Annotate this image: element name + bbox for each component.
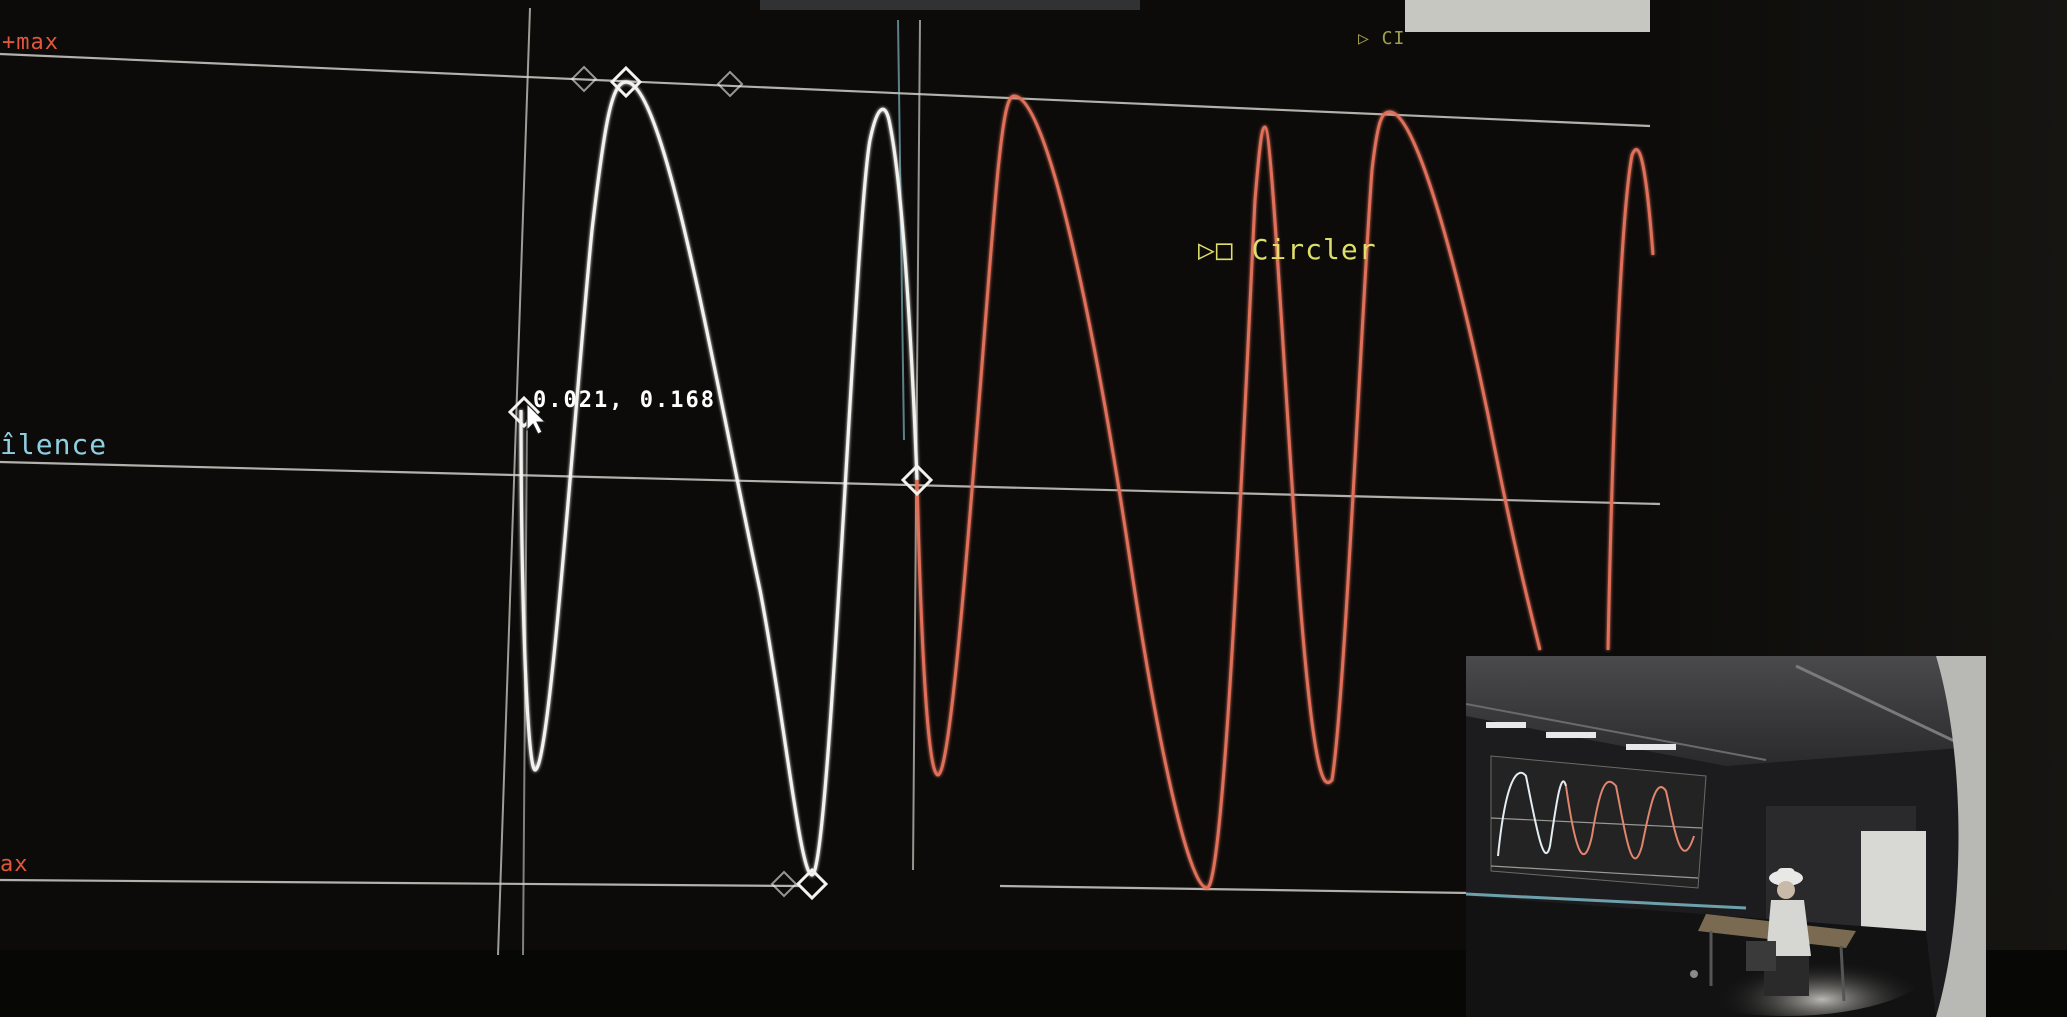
playhead-line — [897, 19, 905, 441]
silence-line — [0, 460, 1661, 506]
cursor-coordinates-readout: 0.021, 0.168 — [533, 388, 716, 413]
performer-scene — [1466, 656, 1986, 1017]
diamond-icon[interactable] — [900, 463, 934, 497]
diamond-icon[interactable] — [716, 70, 744, 98]
silence-label: îlence — [0, 428, 108, 461]
diamond-icon[interactable] — [770, 870, 798, 898]
top-center-bar — [760, 0, 1140, 10]
left-vertical-guide — [497, 7, 531, 956]
projection-surface — [0, 0, 1660, 960]
camera-inset-view — [1466, 656, 1986, 1017]
circler-waveform[interactable] — [915, 94, 1542, 890]
plus-max-label: +max — [2, 30, 59, 55]
diamond-icon[interactable] — [507, 395, 541, 429]
circler-waveform-tail — [1606, 148, 1655, 651]
circler-track-label[interactable]: ▷□ Circler — [1198, 233, 1377, 266]
plus-max-line — [0, 52, 1651, 128]
cursor-icon — [526, 402, 547, 435]
selected-waveform[interactable] — [519, 80, 919, 877]
minus-max-label: ax — [0, 852, 29, 877]
partial-track-label: ▷ CI — [1358, 28, 1406, 49]
minus-max-line-left — [0, 878, 801, 888]
diamond-icon[interactable] — [609, 65, 643, 99]
diamond-icon[interactable] — [795, 867, 829, 901]
minus-max-line-right — [999, 884, 1471, 895]
top-right-bar — [1405, 0, 1650, 32]
diamond-icon[interactable] — [570, 65, 598, 93]
